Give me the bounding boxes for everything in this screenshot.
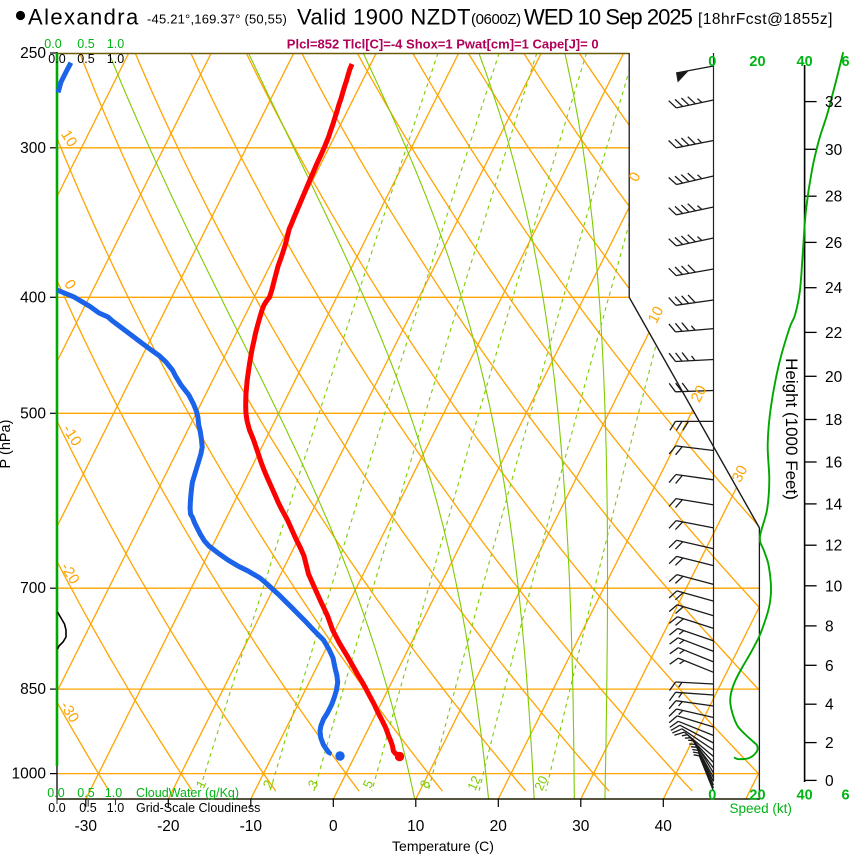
svg-text:14: 14 <box>825 496 843 513</box>
svg-text:Valid 1900 NZDT: Valid 1900 NZDT <box>297 5 471 30</box>
svg-text:20: 20 <box>490 818 508 835</box>
svg-text:0: 0 <box>825 773 834 790</box>
svg-text:P (hPa): P (hPa) <box>0 420 14 469</box>
svg-text:-20: -20 <box>157 818 180 835</box>
svg-text:20: 20 <box>825 369 843 386</box>
svg-text:CloudWater (g/Kg): CloudWater (g/Kg) <box>136 786 239 800</box>
svg-text:10: 10 <box>825 578 843 595</box>
svg-text:Grid-Scale Cloudiness: Grid-Scale Cloudiness <box>136 801 260 815</box>
svg-text:Speed (kt): Speed (kt) <box>730 801 792 816</box>
svg-text:Temperature (C): Temperature (C) <box>392 838 494 854</box>
svg-text:-45.21°,169.37° (50,55): -45.21°,169.37° (50,55) <box>147 12 287 27</box>
svg-text:0.0: 0.0 <box>48 52 65 66</box>
svg-text:40: 40 <box>655 818 673 835</box>
svg-text:400: 400 <box>20 289 46 306</box>
svg-text:WED 10 Sep 2025: WED 10 Sep 2025 <box>524 5 693 30</box>
svg-text:40: 40 <box>797 788 813 804</box>
svg-text:8: 8 <box>825 618 834 635</box>
svg-text:300: 300 <box>20 140 46 157</box>
svg-text:250: 250 <box>20 45 46 62</box>
svg-text:(0600Z): (0600Z) <box>471 11 521 28</box>
svg-text:6: 6 <box>825 658 834 675</box>
svg-text:0.0: 0.0 <box>44 37 61 51</box>
svg-text:Height (1000 Feet): Height (1000 Feet) <box>782 358 801 500</box>
svg-text:10: 10 <box>407 818 425 835</box>
svg-text:30: 30 <box>572 818 590 835</box>
svg-text:40: 40 <box>797 54 813 70</box>
svg-text:Plcl=852 Tlcl[C]=-4 Shox=1 Pwa: Plcl=852 Tlcl[C]=-4 Shox=1 Pwat[cm]=1 Ca… <box>287 37 599 52</box>
svg-text:6: 6 <box>841 788 849 804</box>
svg-text:18: 18 <box>825 412 842 429</box>
svg-text:1000: 1000 <box>12 766 47 783</box>
svg-text:0.5: 0.5 <box>77 786 94 800</box>
svg-text:12: 12 <box>825 538 842 555</box>
svg-text:6: 6 <box>841 54 849 70</box>
svg-text:-10: -10 <box>240 818 263 835</box>
svg-text:0: 0 <box>708 788 716 804</box>
svg-text:26: 26 <box>825 235 842 252</box>
svg-text:-30: -30 <box>75 818 98 835</box>
svg-text:850: 850 <box>20 681 46 698</box>
svg-text:1.0: 1.0 <box>107 801 124 815</box>
svg-text:0.5: 0.5 <box>77 37 94 51</box>
svg-text:2: 2 <box>825 735 834 752</box>
svg-text:1.0: 1.0 <box>107 52 124 66</box>
svg-text:28: 28 <box>825 189 842 206</box>
svg-text:0: 0 <box>329 818 338 835</box>
svg-text:32: 32 <box>825 94 842 111</box>
svg-text:4: 4 <box>825 697 834 714</box>
svg-text:30: 30 <box>825 142 843 159</box>
svg-text:22: 22 <box>825 325 842 342</box>
svg-text:0.0: 0.0 <box>47 786 64 800</box>
svg-text:1.0: 1.0 <box>107 37 124 51</box>
svg-text:0.0: 0.0 <box>48 801 65 815</box>
svg-text:20: 20 <box>749 54 765 70</box>
svg-text:[18hrFcst@1855z]: [18hrFcst@1855z] <box>698 11 833 28</box>
svg-text:0: 0 <box>708 54 716 70</box>
svg-text:16: 16 <box>825 455 842 472</box>
svg-text:700: 700 <box>20 580 46 597</box>
svg-text:24: 24 <box>825 280 843 297</box>
svg-text:0.5: 0.5 <box>77 52 94 66</box>
svg-text:0.5: 0.5 <box>79 801 96 815</box>
svg-text:1.0: 1.0 <box>105 786 122 800</box>
svg-text:Alexandra: Alexandra <box>28 5 140 30</box>
svg-text:500: 500 <box>20 405 46 422</box>
